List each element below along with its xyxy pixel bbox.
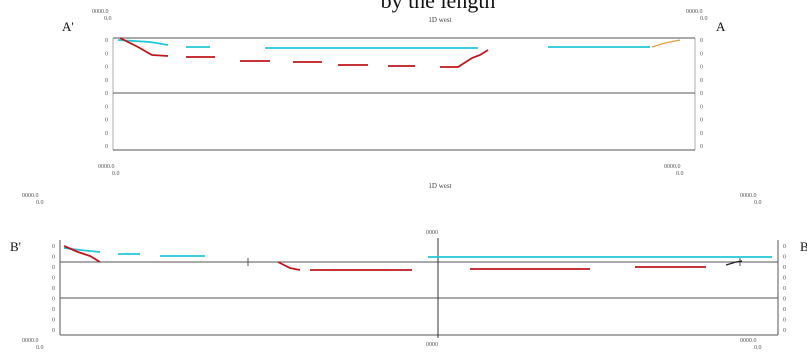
profile-b-center-label: 1D west — [428, 182, 451, 190]
profile-b-left-tick-label-8: 0 — [52, 318, 55, 324]
profile-b-right-tick-label-4: 0 — [783, 276, 786, 282]
profile-a-corner-bottom-right-1: 0000.0 — [664, 164, 681, 170]
profile-b-left-tick-label-9: 0 — [52, 328, 55, 334]
profile-a-red-segment-1 — [119, 37, 169, 57]
profile-a-left-tick-label-8: 0 — [105, 131, 108, 137]
profile-a: A' A 1D west 0000.0 0.0 0000.0 0.0 0000.… — [62, 9, 726, 177]
profile-b-right-tick-label-6: 0 — [783, 297, 786, 303]
profile-a-left-tick-labels: 0 0 0 0 0 0 0 0 0 — [105, 38, 108, 150]
profile-b-right-tick-labels: 0 0 0 0 0 0 0 0 0 — [783, 244, 786, 334]
profile-b-left-tick-label-5: 0 — [52, 286, 55, 292]
profile-b-right-tick-label-1: 0 — [783, 244, 786, 250]
profile-b-corner-top-right-1: 0000.0 — [740, 193, 757, 199]
profile-a-red-series — [119, 37, 489, 68]
profile-a-left-tick-label-6: 0 — [105, 104, 108, 110]
profile-a-right-tick-label-2: 0 — [700, 51, 703, 57]
profile-a-left-tick-label-7: 0 — [105, 118, 108, 124]
profile-b-corner-bottom-right-2: 0.0 — [754, 345, 762, 351]
profile-b-cyan-series — [63, 247, 772, 258]
profile-a-right-tick-label-9: 0 — [700, 144, 703, 150]
profile-b-right-tick-label-7: 0 — [783, 307, 786, 313]
profile-b: B' B 1D west 0000.0 0.0 0000.0 0.0 0000.… — [10, 182, 807, 351]
profile-b-left-tick-label-1: 0 — [52, 244, 55, 250]
profile-b-marker-bottom-label: 0000 — [426, 342, 438, 348]
profile-a-center-label: 1D west — [428, 16, 451, 24]
profile-a-right-tick-label-5: 0 — [700, 91, 703, 97]
profile-b-marker-label: 0000 — [426, 230, 438, 236]
profile-a-corner-bottom-left-2: 0.0 — [112, 171, 120, 177]
profile-a-corner-bottom-right-2: 0.0 — [676, 171, 684, 177]
profile-b-right-end-label: B — [800, 239, 807, 254]
profile-a-left-tick-label-1: 0 — [105, 38, 108, 44]
profile-b-red-segment-2 — [277, 261, 301, 271]
profile-a-left-tick-label-5: 0 — [105, 91, 108, 97]
profile-a-left-end-label: A' — [62, 19, 74, 34]
profile-a-red-segment-7 — [440, 49, 489, 68]
profile-b-right-tick-label-3: 0 — [783, 265, 786, 271]
profile-b-right-tick-label-5: 0 — [783, 286, 786, 292]
profile-a-right-end-label: A — [716, 19, 726, 34]
profile-b-corner-top-left-1: 0000.0 — [22, 193, 39, 199]
profile-b-left-end-label: B' — [10, 239, 21, 254]
profile-a-right-tick-label-3: 0 — [700, 65, 703, 71]
profile-a-right-tick-label-8: 0 — [700, 131, 703, 137]
profile-b-dark-segment — [725, 260, 743, 266]
profile-a-left-tick-label-9: 0 — [105, 144, 108, 150]
profile-a-cyan-series — [117, 39, 650, 49]
profile-b-right-tick-label-9: 0 — [783, 328, 786, 334]
profile-a-left-tick-label-2: 0 — [105, 51, 108, 57]
profile-a-corner-top-right-2: 0.0 — [700, 16, 708, 22]
profile-b-red-series — [63, 245, 706, 271]
profile-b-corner-top-right-2: 0.0 — [754, 200, 762, 206]
profile-b-right-tick-label-8: 0 — [783, 318, 786, 324]
profile-a-corner-bottom-left-1: 0000.0 — [98, 164, 115, 170]
profile-b-left-tick-label-6: 0 — [52, 297, 55, 303]
profile-a-corner-top-right-1: 0000.0 — [686, 9, 703, 15]
profile-a-right-tick-label-7: 0 — [700, 118, 703, 124]
profile-b-corner-bottom-left-2: 0.0 — [36, 345, 44, 351]
profile-a-left-tick-label-4: 0 — [105, 78, 108, 84]
figure-title: by the length — [381, 0, 496, 13]
profile-b-left-tick-label-3: 0 — [52, 265, 55, 271]
profile-a-corner-top-left-2: 0.0 — [104, 16, 112, 22]
profile-b-corner-top-left-2: 0.0 — [36, 200, 44, 206]
profile-a-right-tick-label-4: 0 — [700, 78, 703, 84]
profile-b-left-tick-labels: 0 0 0 0 0 0 0 0 0 — [52, 244, 55, 334]
profile-a-corner-top-left-1: 0000.0 — [92, 9, 109, 15]
profile-a-cyan-segment-1 — [117, 39, 169, 46]
profile-b-left-tick-label-4: 0 — [52, 276, 55, 282]
profile-b-corner-bottom-left-1: 0000.0 — [22, 338, 39, 344]
profile-b-left-tick-label-7: 0 — [52, 307, 55, 313]
profile-b-red-segment-1 — [63, 245, 101, 263]
profile-a-right-tick-label-1: 0 — [700, 38, 703, 44]
profile-a-left-tick-label-3: 0 — [105, 65, 108, 71]
profile-b-corner-bottom-right-1: 0000.0 — [740, 338, 757, 344]
profile-b-right-tick-label-2: 0 — [783, 255, 786, 261]
profile-a-orange-segment — [651, 39, 681, 48]
profile-a-right-tick-label-6: 0 — [700, 104, 703, 110]
profile-a-right-tick-labels: 0 0 0 0 0 0 0 0 0 — [700, 38, 703, 150]
profile-b-left-tick-label-2: 0 — [52, 255, 55, 261]
